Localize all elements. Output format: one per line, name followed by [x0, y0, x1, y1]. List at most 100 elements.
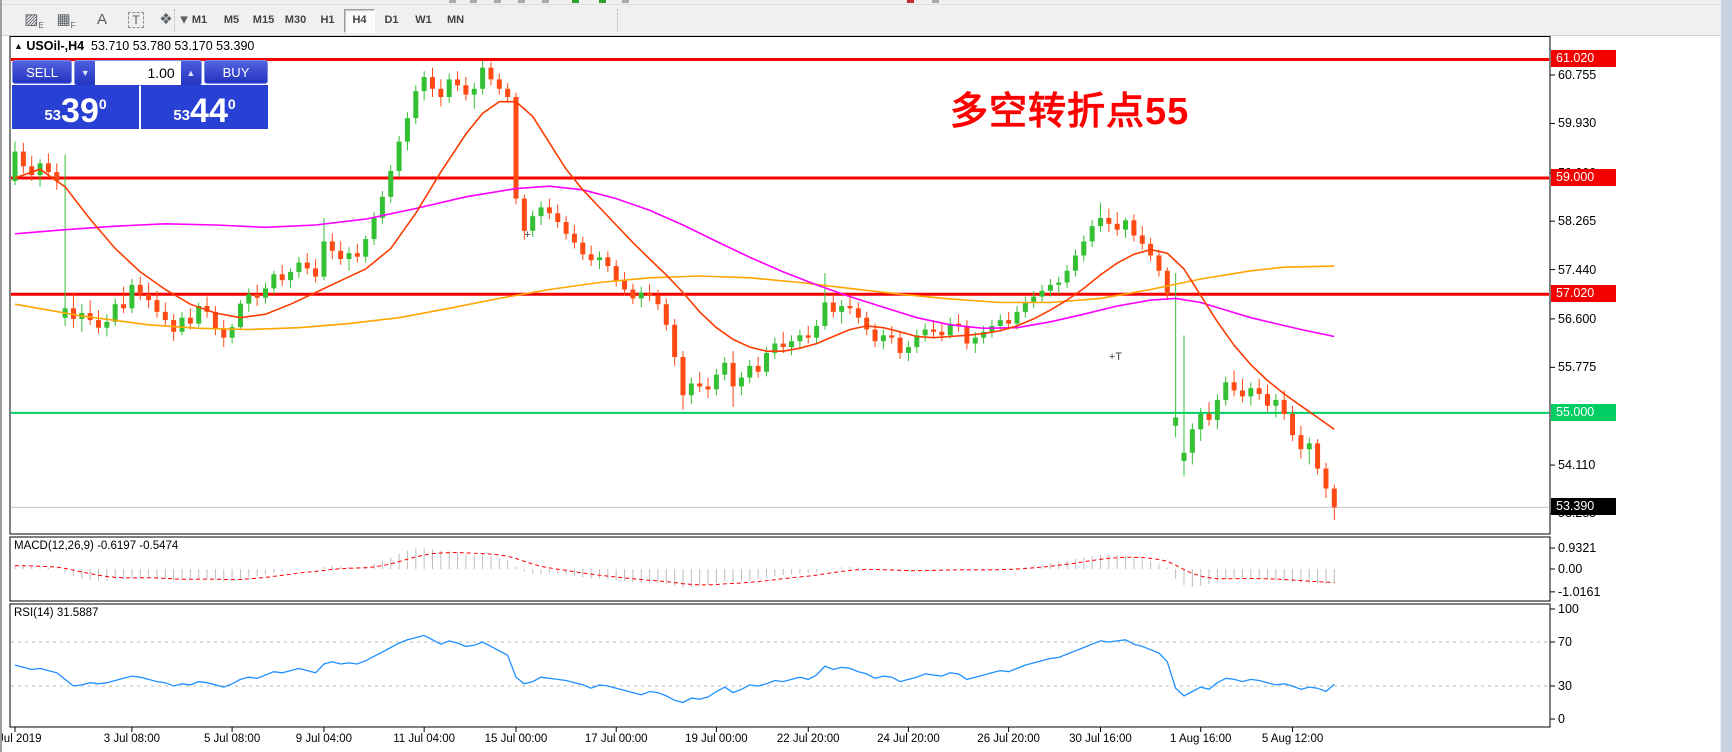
candle-body: [1273, 399, 1279, 406]
buy-price-pip: 0: [227, 96, 236, 112]
candle-body: [538, 207, 544, 217]
candle-body: [855, 308, 861, 318]
timeframe-button-m30[interactable]: M30: [284, 14, 307, 26]
timeframe-button-m15[interactable]: M15: [252, 14, 275, 26]
candle-body: [546, 207, 552, 214]
candle-body: [354, 253, 360, 257]
candle-body: [404, 118, 410, 142]
candle-body: [396, 141, 402, 171]
candle-body: [555, 213, 561, 223]
candle-body: [146, 294, 152, 301]
candle-body: [1298, 435, 1304, 450]
candle-body: [371, 217, 377, 240]
time-label: 1 Aug 16:00: [1169, 733, 1232, 745]
candle-body: [1206, 413, 1212, 420]
price-badge-61.020: 61.020: [1551, 50, 1616, 68]
timeframe-button-mn[interactable]: MN: [446, 14, 465, 26]
candle-body: [321, 241, 327, 277]
cycles-icon[interactable]: ❖: [159, 11, 173, 28]
candle-body: [580, 242, 586, 255]
time-label: 11 Jul 04:00: [393, 733, 456, 745]
candle-body: [1198, 413, 1204, 430]
candle-body: [1306, 443, 1312, 450]
candle-body: [1248, 388, 1254, 397]
candle-body: [446, 79, 452, 98]
macd-label: MACD(12,26,9) -0.6197 -0.5474: [14, 540, 179, 552]
time-label: 5 Aug 12:00: [1261, 733, 1324, 745]
rsi-axis-label: 100: [1558, 602, 1579, 616]
candle-body: [680, 357, 686, 396]
candle-body: [605, 257, 611, 267]
candle-body: [430, 77, 435, 89]
rsi-axis-label: 70: [1558, 635, 1572, 649]
right-scrollbar[interactable]: [1720, 0, 1732, 752]
candle-body: [797, 335, 803, 342]
candle-body: [647, 292, 653, 296]
candle-body: [1047, 284, 1053, 291]
sell-price[interactable]: 53 39 0: [12, 85, 139, 129]
macd-axis-label: 0.00: [1558, 562, 1583, 576]
grid-icon[interactable]: ▦F: [56, 11, 76, 30]
dropdown-icon[interactable]: ▾: [180, 11, 188, 28]
sell-button[interactable]: SELL: [12, 60, 73, 84]
chart-window[interactable]: + +T ▲ USOil-,H4 53.710 53.780 53.170 53.…: [2, 36, 1732, 752]
candle-body: [588, 254, 594, 261]
candle-body: [772, 343, 778, 353]
candle-body: [530, 216, 536, 231]
candle-body: [204, 305, 210, 312]
textbox-icon[interactable]: T: [124, 8, 148, 32]
candle-body: [1173, 417, 1179, 426]
candle-body: [1089, 226, 1095, 242]
candle-body: [663, 304, 669, 325]
time-label: 24 Jul 20:00: [877, 733, 940, 745]
timeframe-button-m1[interactable]: M1: [191, 14, 208, 26]
candle-body: [972, 337, 978, 344]
time-label: 22 Jul 20:00: [776, 733, 840, 745]
chart-text-annotation: 多空转折点55: [950, 91, 1190, 133]
volume-input[interactable]: 1.00: [95, 61, 181, 85]
volume-down-icon[interactable]: ▼: [75, 61, 96, 85]
candle-body: [1189, 429, 1195, 453]
timeframe-button-d1[interactable]: D1: [384, 14, 399, 26]
candle-body: [363, 239, 369, 257]
buy-price[interactable]: 53 44 0: [141, 85, 268, 129]
ohlc-values: 53.710 53.780 53.170 53.390: [91, 39, 255, 53]
buy-button[interactable]: BUY: [204, 60, 268, 84]
timeframe-button-w1[interactable]: W1: [415, 14, 432, 26]
candle-body: [313, 268, 319, 277]
pattern-icon[interactable]: ▨E: [24, 11, 44, 30]
one-click-trading-panel: SELL ▼ 1.00 ▲ BUY 53 39 0 53 44 0: [12, 60, 268, 129]
candle-body: [1031, 296, 1037, 303]
timeframe-button-h1[interactable]: H1: [320, 14, 335, 26]
candle-body: [296, 262, 302, 272]
window-edge-mark: [599, 0, 606, 3]
time-label: 26 Jul 20:00: [977, 733, 1040, 745]
candle-body: [597, 257, 602, 261]
object-marker: +T: [1109, 351, 1122, 363]
candle-body: [755, 365, 761, 372]
candle-body: [413, 91, 419, 119]
volume-up-icon[interactable]: ▲: [180, 61, 202, 85]
text-icon[interactable]: A: [96, 11, 107, 28]
candle-body: [513, 97, 519, 199]
buy-price-dec: 44: [190, 92, 228, 130]
sell-price-dec: 39: [61, 92, 99, 130]
price-label-58.265: 58.265: [1558, 214, 1597, 229]
symbol-name: USOil-,H4: [26, 39, 85, 53]
macd-axis-label: 0.9321: [1558, 541, 1597, 556]
candle-body: [1239, 390, 1245, 397]
timeframe-button-m5[interactable]: M5: [223, 14, 240, 26]
main-pane-border: [9, 36, 1551, 535]
timeframe-button-h4[interactable]: H4: [344, 9, 375, 33]
candle-body: [455, 79, 461, 86]
candle-body: [722, 362, 728, 375]
window-edge-mark: [907, 0, 914, 3]
candle-body: [421, 77, 427, 92]
candle-body: [121, 304, 127, 309]
candle-body: [789, 341, 795, 348]
sell-price-pip: 0: [98, 96, 107, 112]
candle-body: [488, 67, 494, 80]
buy-price-int: 53: [173, 107, 191, 124]
symbol-arrow-icon: ▲: [14, 41, 23, 51]
macd-signal-line: [14, 551, 1335, 586]
